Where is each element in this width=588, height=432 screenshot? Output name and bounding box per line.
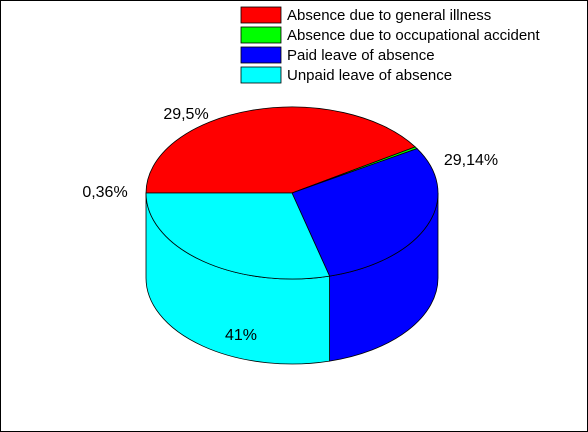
legend-label-paid-leave-of-absence: Paid leave of absence bbox=[287, 47, 435, 64]
legend-swatch-absence-due-to-occupational-accident bbox=[240, 26, 282, 44]
legend-swatch-unpaid-leave-of-absence bbox=[240, 66, 282, 84]
pie-labels: 41% 0,36% 29,5% 29,14% bbox=[82, 106, 498, 344]
pie-slice-unpaid-leave-of-absence bbox=[145, 192, 331, 280]
pie-slice-absence-due-to-general-illness bbox=[145, 106, 417, 194]
pie-slices bbox=[145, 106, 439, 280]
legend-label-absence-due-to-occupational-accident: Absence due to occupational accident bbox=[287, 27, 541, 44]
pie-slice-paid-leave-of-absence bbox=[291, 148, 439, 277]
legend-label-absence-due-to-general-illness: Absence due to general illness bbox=[287, 7, 491, 24]
pie-label-absence-due-to-general-illness: 41% bbox=[225, 327, 257, 344]
legend-swatch-absence-due-to-general-illness bbox=[240, 6, 282, 24]
legend-label-unpaid-leave-of-absence: Unpaid leave of absence bbox=[287, 67, 452, 84]
pie-label-absence-due-to-occupational-accident: 0,36% bbox=[82, 184, 127, 201]
legend-swatch-paid-leave-of-absence bbox=[240, 46, 282, 64]
pie-label-unpaid-leave-of-absence: 29,14% bbox=[444, 152, 498, 169]
pie-label-paid-leave-of-absence: 29,5% bbox=[163, 106, 208, 123]
legend: Absence due to general illness Absence du… bbox=[240, 6, 541, 84]
